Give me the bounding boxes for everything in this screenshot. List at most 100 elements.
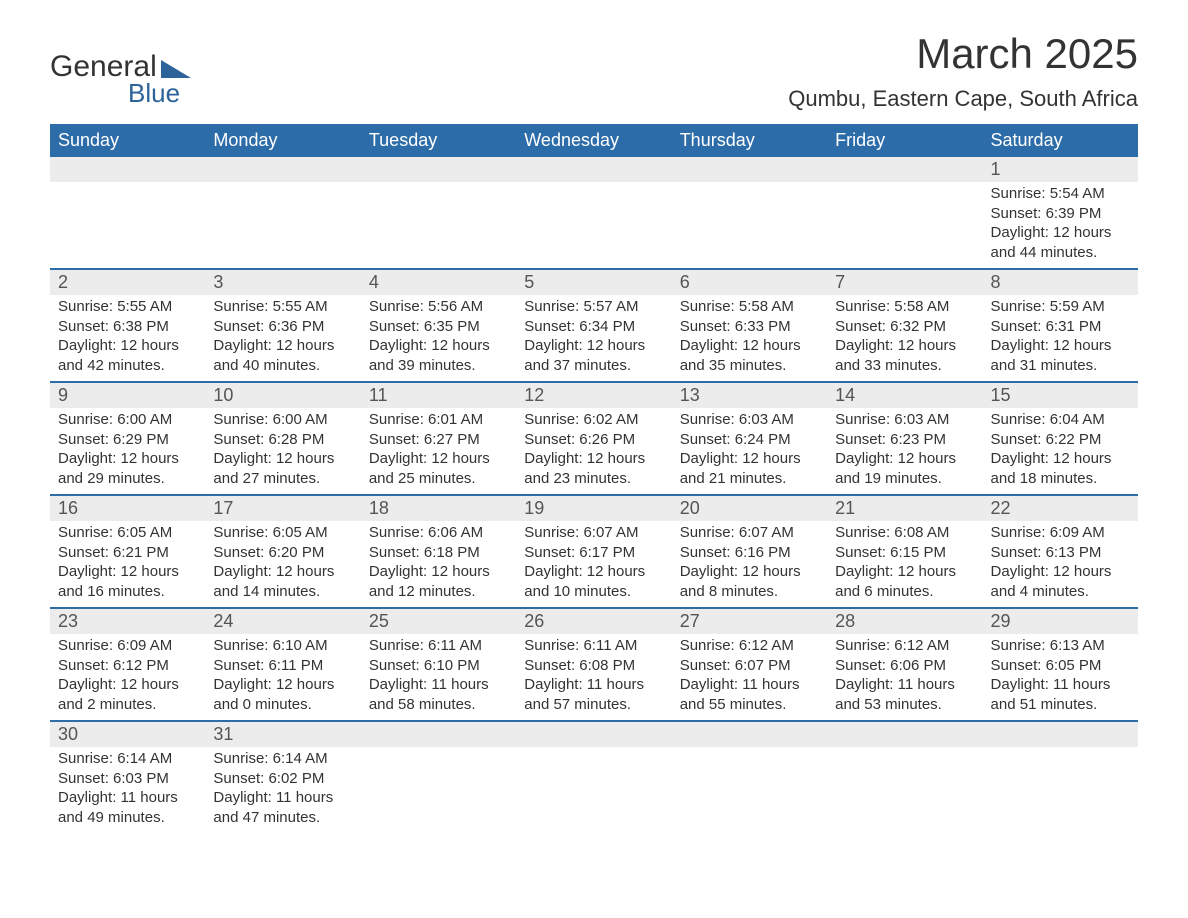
day-content: Sunrise: 6:04 AMSunset: 6:22 PMDaylight:… — [983, 408, 1138, 494]
day-number: 27 — [672, 609, 827, 634]
daylight-text: Daylight: 11 hours and 47 minutes. — [213, 788, 352, 827]
empty-day-content — [516, 182, 671, 268]
sunset-text: Sunset: 6:16 PM — [680, 543, 819, 563]
calendar-cell: 20Sunrise: 6:07 AMSunset: 6:16 PMDayligh… — [672, 495, 827, 608]
daylight-text: Daylight: 11 hours and 49 minutes. — [58, 788, 197, 827]
day-number: 15 — [983, 383, 1138, 408]
calendar-cell: 12Sunrise: 6:02 AMSunset: 6:26 PMDayligh… — [516, 382, 671, 495]
day-content: Sunrise: 6:00 AMSunset: 6:29 PMDaylight:… — [50, 408, 205, 494]
sunrise-text: Sunrise: 5:55 AM — [213, 297, 352, 317]
daylight-text: Daylight: 11 hours and 51 minutes. — [991, 675, 1130, 714]
sunset-text: Sunset: 6:39 PM — [991, 204, 1130, 224]
calendar-cell: 7Sunrise: 5:58 AMSunset: 6:32 PMDaylight… — [827, 269, 982, 382]
sunrise-text: Sunrise: 5:55 AM — [58, 297, 197, 317]
sunset-text: Sunset: 6:02 PM — [213, 769, 352, 789]
empty-day-content — [361, 182, 516, 268]
day-number: 31 — [205, 722, 360, 747]
empty-day-content — [205, 182, 360, 268]
empty-day-content — [50, 182, 205, 268]
day-content: Sunrise: 5:55 AMSunset: 6:36 PMDaylight:… — [205, 295, 360, 381]
sunrise-text: Sunrise: 6:12 AM — [680, 636, 819, 656]
daylight-text: Daylight: 12 hours and 2 minutes. — [58, 675, 197, 714]
daylight-text: Daylight: 11 hours and 53 minutes. — [835, 675, 974, 714]
daylight-text: Daylight: 12 hours and 12 minutes. — [369, 562, 508, 601]
daylight-text: Daylight: 12 hours and 18 minutes. — [991, 449, 1130, 488]
day-number: 5 — [516, 270, 671, 295]
sunrise-text: Sunrise: 6:00 AM — [213, 410, 352, 430]
sunset-text: Sunset: 6:38 PM — [58, 317, 197, 337]
day-content: Sunrise: 6:08 AMSunset: 6:15 PMDaylight:… — [827, 521, 982, 607]
day-content: Sunrise: 5:54 AMSunset: 6:39 PMDaylight:… — [983, 182, 1138, 268]
daylight-text: Daylight: 12 hours and 35 minutes. — [680, 336, 819, 375]
day-number: 4 — [361, 270, 516, 295]
calendar-cell: 4Sunrise: 5:56 AMSunset: 6:35 PMDaylight… — [361, 269, 516, 382]
sunrise-text: Sunrise: 6:06 AM — [369, 523, 508, 543]
empty-day-number — [361, 157, 516, 182]
calendar-cell — [361, 157, 516, 269]
day-content: Sunrise: 6:09 AMSunset: 6:12 PMDaylight:… — [50, 634, 205, 720]
sunset-text: Sunset: 6:13 PM — [991, 543, 1130, 563]
calendar-cell: 14Sunrise: 6:03 AMSunset: 6:23 PMDayligh… — [827, 382, 982, 495]
sunset-text: Sunset: 6:12 PM — [58, 656, 197, 676]
header-sunday: Sunday — [50, 124, 205, 157]
calendar-cell: 23Sunrise: 6:09 AMSunset: 6:12 PMDayligh… — [50, 608, 205, 721]
header-thursday: Thursday — [672, 124, 827, 157]
sunrise-text: Sunrise: 6:09 AM — [58, 636, 197, 656]
calendar-cell: 10Sunrise: 6:00 AMSunset: 6:28 PMDayligh… — [205, 382, 360, 495]
daylight-text: Daylight: 12 hours and 16 minutes. — [58, 562, 197, 601]
sunrise-text: Sunrise: 6:10 AM — [213, 636, 352, 656]
calendar-cell: 2Sunrise: 5:55 AMSunset: 6:38 PMDaylight… — [50, 269, 205, 382]
sunrise-text: Sunrise: 6:02 AM — [524, 410, 663, 430]
sunrise-text: Sunrise: 5:56 AM — [369, 297, 508, 317]
sunrise-text: Sunrise: 6:14 AM — [58, 749, 197, 769]
day-content: Sunrise: 6:05 AMSunset: 6:20 PMDaylight:… — [205, 521, 360, 607]
sunrise-text: Sunrise: 6:11 AM — [524, 636, 663, 656]
empty-day-number — [50, 157, 205, 182]
day-number: 14 — [827, 383, 982, 408]
calendar-week: 1Sunrise: 5:54 AMSunset: 6:39 PMDaylight… — [50, 157, 1138, 269]
empty-day-number — [205, 157, 360, 182]
sunrise-text: Sunrise: 5:59 AM — [991, 297, 1130, 317]
day-number: 28 — [827, 609, 982, 634]
day-content: Sunrise: 5:58 AMSunset: 6:32 PMDaylight:… — [827, 295, 982, 381]
logo-triangle-icon — [161, 60, 191, 78]
calendar-cell: 15Sunrise: 6:04 AMSunset: 6:22 PMDayligh… — [983, 382, 1138, 495]
day-number: 23 — [50, 609, 205, 634]
logo: General Blue — [50, 50, 191, 109]
daylight-text: Daylight: 12 hours and 21 minutes. — [680, 449, 819, 488]
day-number: 30 — [50, 722, 205, 747]
sunset-text: Sunset: 6:08 PM — [524, 656, 663, 676]
day-number: 21 — [827, 496, 982, 521]
sunrise-text: Sunrise: 6:05 AM — [213, 523, 352, 543]
sunset-text: Sunset: 6:06 PM — [835, 656, 974, 676]
daylight-text: Daylight: 12 hours and 44 minutes. — [991, 223, 1130, 262]
calendar-cell: 17Sunrise: 6:05 AMSunset: 6:20 PMDayligh… — [205, 495, 360, 608]
sunset-text: Sunset: 6:24 PM — [680, 430, 819, 450]
sunrise-text: Sunrise: 6:07 AM — [680, 523, 819, 543]
empty-day-number — [827, 722, 982, 747]
sunset-text: Sunset: 6:07 PM — [680, 656, 819, 676]
day-content: Sunrise: 5:57 AMSunset: 6:34 PMDaylight:… — [516, 295, 671, 381]
header-monday: Monday — [205, 124, 360, 157]
day-number: 20 — [672, 496, 827, 521]
calendar-cell: 26Sunrise: 6:11 AMSunset: 6:08 PMDayligh… — [516, 608, 671, 721]
calendar-cell: 5Sunrise: 5:57 AMSunset: 6:34 PMDaylight… — [516, 269, 671, 382]
day-content: Sunrise: 5:58 AMSunset: 6:33 PMDaylight:… — [672, 295, 827, 381]
calendar-week: 2Sunrise: 5:55 AMSunset: 6:38 PMDaylight… — [50, 269, 1138, 382]
sunset-text: Sunset: 6:26 PM — [524, 430, 663, 450]
sunrise-text: Sunrise: 6:01 AM — [369, 410, 508, 430]
calendar-week: 9Sunrise: 6:00 AMSunset: 6:29 PMDaylight… — [50, 382, 1138, 495]
sunrise-text: Sunrise: 5:58 AM — [680, 297, 819, 317]
day-number: 17 — [205, 496, 360, 521]
day-number: 13 — [672, 383, 827, 408]
daylight-text: Daylight: 12 hours and 8 minutes. — [680, 562, 819, 601]
calendar-header-row: Sunday Monday Tuesday Wednesday Thursday… — [50, 124, 1138, 157]
day-content: Sunrise: 6:05 AMSunset: 6:21 PMDaylight:… — [50, 521, 205, 607]
daylight-text: Daylight: 12 hours and 33 minutes. — [835, 336, 974, 375]
day-number: 10 — [205, 383, 360, 408]
day-content: Sunrise: 5:55 AMSunset: 6:38 PMDaylight:… — [50, 295, 205, 381]
day-content: Sunrise: 6:02 AMSunset: 6:26 PMDaylight:… — [516, 408, 671, 494]
day-content: Sunrise: 6:10 AMSunset: 6:11 PMDaylight:… — [205, 634, 360, 720]
calendar-cell: 24Sunrise: 6:10 AMSunset: 6:11 PMDayligh… — [205, 608, 360, 721]
empty-day-number — [516, 722, 671, 747]
